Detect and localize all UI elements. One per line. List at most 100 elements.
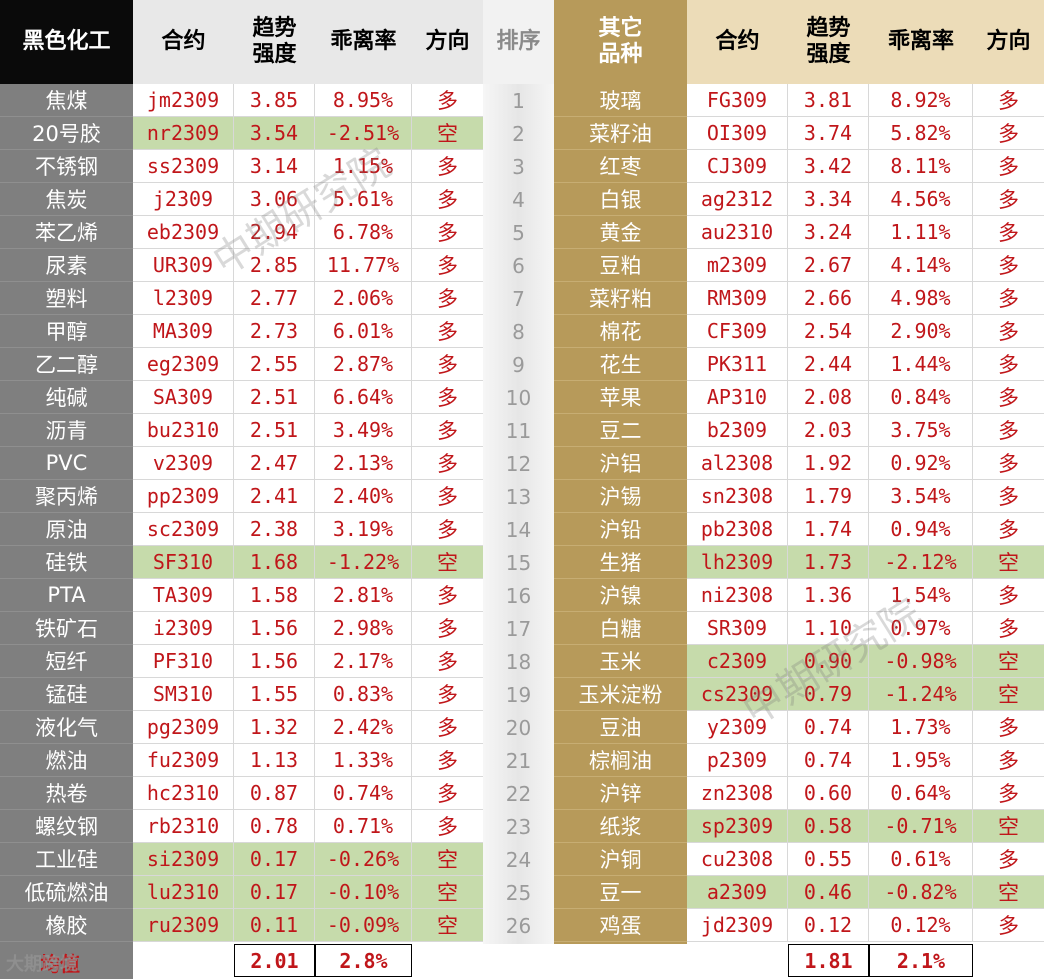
right-strength-cell: 3.34: [788, 183, 869, 216]
rank-cell: 25: [505, 880, 532, 905]
left-strength-cell: 2.41: [234, 480, 315, 513]
right-variety-name: 豆二: [554, 414, 687, 447]
left-direction-cell: 多: [412, 150, 483, 183]
rank-cell: 11: [505, 418, 532, 443]
left-deviation-cell: 3.19%: [315, 513, 412, 546]
left-variety-name: 工业硅: [0, 843, 133, 876]
left-direction-cell: 多: [412, 513, 483, 546]
right-deviation-cell: 3.75%: [869, 414, 973, 447]
left-strength-cell: 2.51: [234, 381, 315, 414]
left-variety-name: 硅铁: [0, 546, 133, 579]
left-contract-cell: ss2309: [133, 150, 234, 183]
left-direction-cell: 多: [412, 777, 483, 810]
left-strength-cell: 3.06: [234, 183, 315, 216]
left-direction-cell: 多: [412, 315, 483, 348]
right-strength-cell: 1.10: [788, 612, 869, 645]
table-row: 原油 sc2309 2.38 3.19% 多 14 沪铅 pb2308 1.74 0.94% 多: [0, 513, 1044, 546]
right-variety-name: 棉花: [554, 315, 687, 348]
left-contract-cell: bu2310: [133, 414, 234, 447]
rank-cell: 15: [505, 550, 532, 575]
rank-cell: 19: [505, 682, 532, 707]
left-strength-cell: 1.58: [234, 579, 315, 612]
right-deviation-cell: 1.11%: [869, 216, 973, 249]
right-variety-name: 纸浆: [554, 810, 687, 843]
right-contract-cell: lh2309: [687, 546, 788, 579]
left-deviation-cell: 0.83%: [315, 678, 412, 711]
right-direction-cell: 空: [973, 810, 1044, 843]
left-deviation-cell: 2.17%: [315, 645, 412, 678]
right-strength-cell: 2.66: [788, 282, 869, 315]
right-contract-cell: y2309: [687, 711, 788, 744]
table-row: 苯乙烯 eb2309 2.94 6.78% 多 5 黄金 au2310 3.24 1.11% 多: [0, 216, 1044, 249]
rank-cell: 18: [505, 649, 532, 674]
rank-cell: 7: [512, 286, 525, 311]
left-contract-cell: ru2309: [133, 909, 234, 942]
right-direction-cell: 空: [973, 678, 1044, 711]
left-deviation-cell: -2.51%: [315, 117, 412, 150]
right-strength-cell: 0.60: [788, 777, 869, 810]
left-deviation-cell: 2.40%: [315, 480, 412, 513]
right-variety-name: 白银: [554, 183, 687, 216]
right-contract-cell: zn2308: [687, 777, 788, 810]
right-deviation-cell: -1.24%: [869, 678, 973, 711]
right-direction-cell: 空: [973, 645, 1044, 678]
left-direction-cell: 多: [412, 381, 483, 414]
right-average-strength: 1.81: [788, 944, 869, 977]
right-strength-cell: 0.74: [788, 744, 869, 777]
left-deviation-cell: -0.10%: [315, 876, 412, 909]
rank-cell: 2: [512, 121, 525, 146]
left-contract-cell: eg2309: [133, 348, 234, 381]
right-direction-cell: 多: [973, 84, 1044, 117]
left-strength-cell: 0.87: [234, 777, 315, 810]
left-direction-cell: 多: [412, 810, 483, 843]
left-contract-cell: eb2309: [133, 216, 234, 249]
right-contract-cell: RM309: [687, 282, 788, 315]
left-variety-name: 尿素: [0, 249, 133, 282]
right-strength-cell: 0.58: [788, 810, 869, 843]
table-row: 甲醇 MA309 2.73 6.01% 多 8 棉花 CF309 2.54 2.90% 多: [0, 315, 1044, 348]
right-variety-name: 菜籽油: [554, 117, 687, 150]
left-deviation-cell: 2.06%: [315, 282, 412, 315]
left-deviation-cell: 1.33%: [315, 744, 412, 777]
left-variety-name: 乙二醇: [0, 348, 133, 381]
right-contract-cell: au2310: [687, 216, 788, 249]
left-variety-name: 橡胶: [0, 909, 133, 942]
left-strength-cell: 3.85: [234, 84, 315, 117]
right-deviation-cell: 1.95%: [869, 744, 973, 777]
right-contract-cell: CJ309: [687, 150, 788, 183]
left-average-strength: 2.01: [234, 944, 315, 977]
right-strength-cell: 1.73: [788, 546, 869, 579]
deviation-label: 乖离率: [330, 29, 397, 54]
left-contract-cell: rb2310: [133, 810, 234, 843]
right-strength-cell: 2.44: [788, 348, 869, 381]
left-contract-cell: v2309: [133, 447, 234, 480]
right-deviation-header: 乖离率: [869, 0, 973, 84]
left-contract-cell: SA309: [133, 381, 234, 414]
left-direction-cell: 多: [412, 348, 483, 381]
table-row: 焦煤 jm2309 3.85 8.95% 多 1 玻璃 FG309 3.81 8.92% 多: [0, 84, 1044, 117]
rank-cell: 6: [512, 253, 525, 278]
table-row: 螺纹钢 rb2310 0.78 0.71% 多 23 纸浆 sp2309 0.58 -0.71% 空: [0, 810, 1044, 843]
rank-cell: 21: [505, 748, 532, 773]
right-variety-name: 豆粕: [554, 249, 687, 282]
right-direction-cell: 多: [973, 909, 1044, 942]
left-strength-cell: 2.94: [234, 216, 315, 249]
right-strength-cell: 3.42: [788, 150, 869, 183]
left-variety-name: PVC: [0, 447, 133, 480]
left-strength-cell: 3.14: [234, 150, 315, 183]
table-row: 锰硅 SM310 1.55 0.83% 多 19 玉米淀粉 cs2309 0.79 -1.24% 空: [0, 678, 1044, 711]
right-direction-cell: 多: [973, 480, 1044, 513]
left-contract-cell: sc2309: [133, 513, 234, 546]
right-variety-name: 棕榈油: [554, 744, 687, 777]
left-deviation-cell: -0.26%: [315, 843, 412, 876]
left-deviation-cell: 1.15%: [315, 150, 412, 183]
left-direction-cell: 多: [412, 678, 483, 711]
left-direction-cell: 多: [412, 711, 483, 744]
right-contract-cell: cs2309: [687, 678, 788, 711]
right-strength-cell: 0.12: [788, 909, 869, 942]
left-direction-cell: 多: [412, 183, 483, 216]
left-strength-cell: 2.85: [234, 249, 315, 282]
left-deviation-cell: -1.22%: [315, 546, 412, 579]
right-variety-name: 生猪: [554, 546, 687, 579]
right-name-column-bg: [554, 84, 687, 944]
